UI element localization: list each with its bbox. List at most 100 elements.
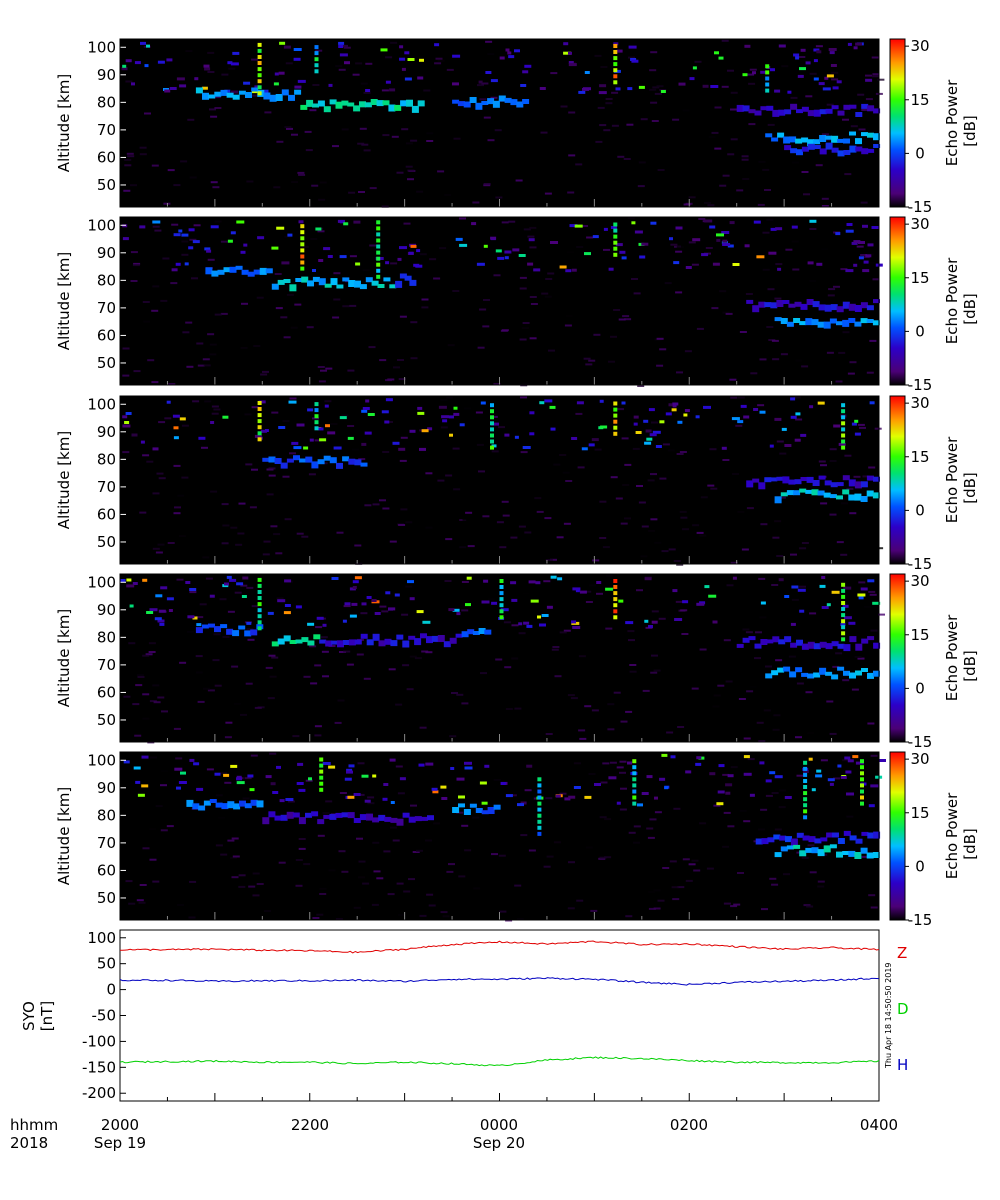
noise-cell: [195, 671, 203, 674]
noise-cell: [749, 68, 757, 71]
vertical-streak-cell: [632, 795, 637, 800]
sporadic-echo: [125, 412, 132, 415]
echo-layer-cell: [789, 671, 797, 678]
noise-cell: [748, 123, 756, 126]
noise-cell: [529, 296, 537, 298]
vertical-streak-cell: [765, 64, 770, 69]
sporadic-echo: [507, 51, 512, 55]
noise-cell: [339, 651, 346, 653]
noise-cell: [130, 280, 138, 282]
noise-cell: [737, 396, 745, 399]
noise-cell: [543, 580, 551, 583]
sporadic-echo: [644, 441, 652, 445]
sporadic-echo: [616, 49, 623, 53]
y-tick-label: 80: [97, 450, 116, 468]
sporadic-echo: [818, 82, 825, 86]
noise-cell: [764, 189, 771, 191]
sporadic-echo: [295, 605, 302, 609]
sporadic-echo: [227, 61, 233, 65]
noise-cell: [696, 531, 704, 534]
noise-cell: [711, 307, 719, 310]
noise-cell: [421, 650, 429, 653]
noise-cell: [869, 593, 877, 596]
echo-layer-cell: [813, 139, 821, 145]
noise-cell: [160, 829, 168, 832]
sporadic-echo: [807, 261, 814, 265]
sporadic-echo: [315, 227, 322, 231]
sporadic-echo: [254, 434, 262, 438]
sporadic-echo: [769, 444, 774, 448]
noise-cell: [426, 140, 434, 142]
noise-cell: [858, 581, 866, 584]
echo-layer-cell: [776, 476, 784, 481]
noise-cell: [189, 880, 197, 883]
noise-cell: [691, 263, 699, 266]
noise-cell: [722, 773, 730, 776]
echo-layer-cell: [823, 492, 831, 498]
radar-plot-area: [120, 39, 879, 207]
echo-layer-cell: [780, 492, 788, 497]
sporadic-echo: [584, 795, 592, 799]
noise-cell: [775, 659, 783, 662]
vertical-streak-cell: [860, 759, 864, 764]
vertical-streak-cell: [765, 88, 770, 93]
sporadic-echo: [246, 621, 252, 625]
sporadic-echo: [146, 611, 154, 614]
sporadic-echo: [774, 417, 782, 421]
noise-cell: [416, 849, 423, 852]
noise-cell: [245, 463, 253, 466]
noise-cell: [185, 50, 193, 53]
echo-layer-cell: [226, 628, 234, 635]
noise-cell: [464, 849, 472, 852]
noise-cell: [786, 633, 793, 635]
noise-cell: [152, 880, 160, 883]
sporadic-echo: [870, 784, 879, 788]
noise-cell: [214, 313, 222, 316]
noise-cell: [632, 447, 640, 450]
sporadic-echo: [485, 71, 492, 74]
echo-layer-cell: [855, 138, 862, 145]
noise-cell: [622, 315, 630, 318]
echo-layer-cell: [366, 813, 373, 821]
noise-cell: [495, 658, 503, 661]
echo-layer-cell: [229, 266, 237, 273]
noise-cell: [409, 655, 417, 658]
noise-cell: [524, 789, 532, 792]
echo-layer-cell: [854, 321, 862, 327]
vertical-streak-cell: [257, 401, 262, 405]
echo-layer-cell: [746, 299, 754, 304]
echo-layer-cell: [802, 835, 810, 841]
noise-cell: [649, 88, 657, 91]
noise-cell: [152, 684, 160, 687]
noise-cell: [559, 792, 567, 795]
sporadic-echo: [550, 427, 556, 431]
noise-cell: [359, 127, 367, 130]
date-label: Sep 19: [94, 1134, 146, 1152]
noise-cell: [589, 584, 597, 587]
echo-layer-cell: [796, 832, 804, 838]
sporadic-echo: [189, 758, 195, 762]
sporadic-echo: [338, 45, 344, 48]
noise-cell: [638, 161, 646, 164]
noise-cell: [382, 507, 390, 510]
noise-cell: [452, 290, 460, 292]
sporadic-echo: [704, 219, 713, 223]
sporadic-echo: [837, 764, 842, 768]
sporadic-echo: [297, 762, 304, 766]
sporadic-echo: [522, 446, 531, 449]
echo-layer-cell: [800, 477, 808, 481]
echo-layer-cell: [754, 110, 762, 116]
echo-layer-cell: [354, 280, 361, 288]
noise-cell: [598, 857, 606, 860]
noise-cell: [179, 661, 187, 664]
noise-cell: [419, 726, 427, 729]
noise-cell: [433, 822, 441, 825]
vertical-streak-cell: [841, 631, 846, 636]
noise-cell: [600, 66, 608, 68]
noise-cell: [385, 379, 392, 382]
noise-cell: [570, 697, 578, 700]
vertical-streak-cell: [632, 765, 637, 770]
noise-cell: [196, 616, 204, 619]
noise-cell: [818, 460, 826, 463]
echo-layer-cell: [784, 109, 792, 115]
